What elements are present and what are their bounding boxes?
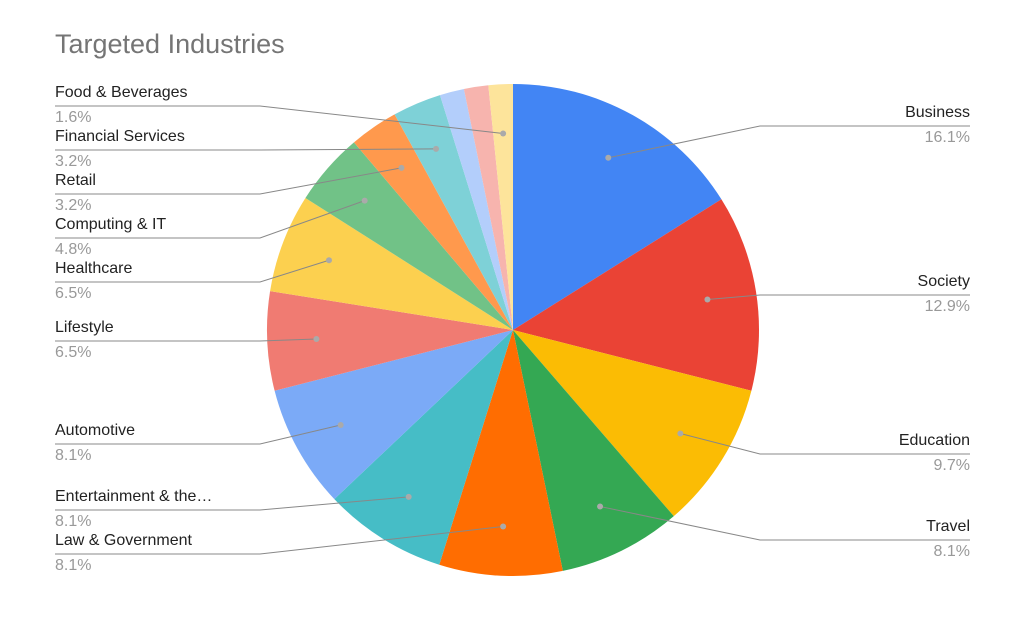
slice-value-label: 8.1% — [55, 513, 91, 530]
leader-dot — [337, 421, 344, 428]
leader-line — [55, 167, 402, 195]
pie-slice — [274, 330, 513, 500]
slice-value-label: 3.2% — [55, 197, 91, 214]
leader-line — [599, 506, 970, 541]
slice-value-label: 4.8% — [55, 241, 91, 258]
leader-dot — [500, 130, 507, 137]
slice-label: Healthcare — [55, 260, 132, 277]
leader-dot — [605, 154, 612, 161]
leader-dot — [500, 523, 507, 530]
slice-label: Computing & IT — [55, 216, 166, 233]
leader-line — [55, 148, 437, 151]
leader-dot — [677, 430, 684, 437]
leader-line — [55, 338, 317, 342]
leader-line — [55, 200, 365, 239]
leader-dot — [361, 197, 368, 204]
slice-value-label: 6.5% — [55, 285, 91, 302]
slice-value-label: 9.7% — [934, 457, 970, 474]
slice-value-label: 8.1% — [55, 447, 91, 464]
pie-slice — [305, 142, 513, 330]
slice-label: Travel — [926, 518, 970, 535]
slice-label: Automotive — [55, 422, 135, 439]
chart-title: Targeted Industries — [55, 29, 285, 59]
slice-label: Society — [918, 273, 970, 290]
pie-slice — [334, 330, 513, 565]
pie-slice — [513, 330, 752, 517]
slice-label: Retail — [55, 172, 96, 189]
leader-dot — [433, 145, 440, 152]
slice-label: Food & Beverages — [55, 84, 188, 101]
slice-value-label: 12.9% — [925, 298, 970, 315]
slice-value-label: 8.1% — [55, 557, 91, 574]
leader-dot — [597, 503, 604, 510]
pie-slice — [266, 291, 513, 391]
slice-label: Education — [899, 432, 970, 449]
pie-slice — [463, 85, 513, 331]
slice-value-label: 1.6% — [55, 109, 91, 126]
leader-line — [55, 526, 504, 555]
leader-dot — [325, 257, 332, 264]
slice-label: Law & Government — [55, 532, 193, 549]
pie-slice — [513, 199, 760, 391]
slice-value-label: 6.5% — [55, 344, 91, 361]
pie-slice — [439, 330, 563, 576]
leader-dot — [398, 164, 405, 171]
pie-slice — [270, 197, 513, 330]
slice-value-label: 8.1% — [934, 543, 970, 560]
slice-label: Entertainment & the… — [55, 488, 212, 505]
leader-line — [707, 294, 970, 301]
leader-line — [55, 105, 504, 134]
leader-line — [55, 424, 341, 445]
pie-slice — [488, 84, 513, 330]
leader-dot — [405, 493, 412, 500]
leader-dot — [313, 335, 320, 342]
slice-label: Financial Services — [55, 128, 185, 145]
leader-dot — [704, 296, 711, 303]
leader-line — [680, 433, 970, 455]
slice-value-label: 16.1% — [925, 129, 970, 146]
slice-value-label: 3.2% — [55, 153, 91, 170]
leader-line — [55, 259, 330, 283]
pie-slice — [439, 88, 513, 330]
pie-slice — [513, 330, 674, 571]
pie-slice — [394, 95, 513, 330]
leader-line — [608, 125, 970, 159]
pie-slice — [353, 114, 513, 330]
slice-label: Lifestyle — [55, 319, 114, 336]
leader-line — [55, 496, 409, 511]
slice-label: Business — [905, 104, 970, 121]
